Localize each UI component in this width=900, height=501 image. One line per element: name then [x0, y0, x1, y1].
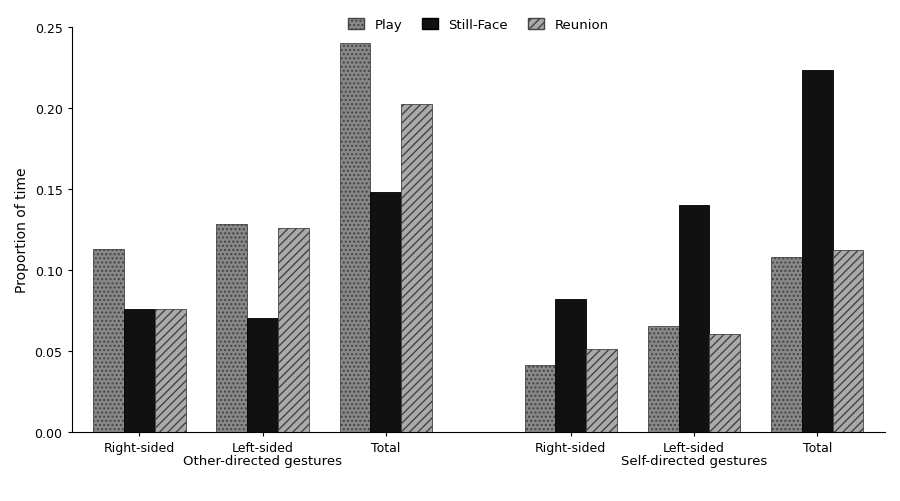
Bar	[124, 309, 155, 432]
Bar	[832, 251, 863, 432]
Bar	[278, 228, 309, 432]
Legend: Play, Still-Face, Reunion: Play, Still-Face, Reunion	[343, 14, 614, 38]
Bar	[679, 205, 709, 432]
Bar	[555, 299, 586, 432]
Bar	[371, 192, 401, 432]
Y-axis label: Proportion of time: Proportion of time	[15, 167, 29, 293]
Text: Other-directed gestures: Other-directed gestures	[183, 454, 342, 467]
Bar	[94, 249, 124, 432]
Bar	[248, 319, 278, 432]
Bar	[525, 366, 555, 432]
Bar	[648, 327, 679, 432]
Bar	[216, 225, 248, 432]
Bar	[401, 105, 432, 432]
Bar	[771, 257, 802, 432]
Bar	[802, 71, 832, 432]
Bar	[586, 349, 616, 432]
Text: Self-directed gestures: Self-directed gestures	[621, 454, 767, 467]
Bar	[339, 44, 371, 432]
Bar	[709, 335, 740, 432]
Bar	[155, 309, 185, 432]
